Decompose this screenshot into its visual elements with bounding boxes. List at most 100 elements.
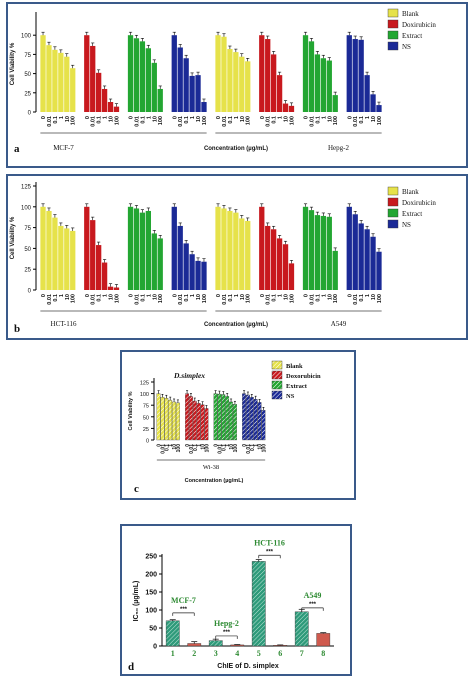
bar-mcf-7-blank-2	[52, 49, 58, 112]
x-tick-label: 1	[103, 116, 109, 119]
x-tick-label: 0.01	[91, 116, 97, 127]
x-tick-label: 0.1	[193, 444, 199, 451]
bar-a549-extract-3	[320, 215, 326, 290]
bar-a549-extract-0	[302, 206, 309, 290]
x-tick-label: 0.1	[97, 294, 103, 302]
legend-label-extract: Extract	[286, 383, 308, 390]
y-tick-label: 25	[143, 427, 149, 433]
x-tick-label: 10	[240, 116, 246, 122]
bar-mcf-7-extract-1	[133, 38, 140, 112]
bar-hct-116-doxorubicin-0	[84, 206, 90, 290]
x-tick-label: 0.1	[164, 444, 170, 451]
x-axis-label: Concentration (µg/mL)	[204, 146, 268, 152]
x-tick-label: 0.01	[47, 294, 53, 305]
bar-wi-38-ns-0	[242, 393, 246, 441]
x-tick-label: 10	[152, 294, 158, 300]
x-tick-label: 0.1	[272, 116, 278, 124]
x-tick-label: 1	[321, 294, 327, 297]
bar-hct-116-extract-2	[139, 212, 146, 290]
x-tick-label: 0.1	[228, 294, 234, 302]
bar-hepg-2-doxorubicin-1	[265, 39, 271, 112]
bar-hct-116-ns-4	[195, 260, 201, 290]
bar-mcf-7-doxorubicin-2	[96, 72, 102, 112]
bar-hct-116-blank-4	[64, 228, 70, 290]
x-tick-label: 0.01	[178, 116, 184, 127]
x-tick-label: 0.01	[91, 294, 97, 305]
bar-wi-38-extract-0	[213, 393, 218, 441]
cell-line-label-0: Wi-38	[203, 464, 219, 471]
legend-label-ns: NS	[402, 43, 411, 51]
y-tick-label: 50	[149, 626, 157, 633]
x-tick-label: 0	[41, 116, 47, 119]
cell-line-label-0: MCF-7	[53, 144, 74, 152]
x-tick-label: 3	[214, 649, 218, 658]
ic50-bar-1	[165, 620, 180, 647]
y-tick-label: 125	[140, 381, 149, 387]
x-tick-label: 0.1	[221, 444, 227, 451]
x-tick-label: 1	[278, 294, 284, 297]
x-tick-label: 100	[333, 116, 339, 125]
legend-label-ns: NS	[402, 221, 411, 229]
ic50-bar-4	[230, 644, 245, 647]
bar-a549-blank-4	[239, 218, 245, 290]
bar-hct-116-blank-5	[70, 230, 76, 290]
legend-swatch-blank	[387, 186, 399, 196]
x-tick-label: 0	[216, 294, 222, 297]
y-tick-label: 100	[145, 608, 157, 615]
bar-hepg-2-blank-0	[215, 35, 221, 113]
x-tick-label: 100	[246, 116, 252, 125]
bar-mcf-7-blank-0	[40, 35, 46, 113]
x-tick-label: 0.1	[272, 294, 278, 302]
x-tick-label: 100	[158, 294, 164, 303]
x-tick-label: 1	[146, 116, 152, 119]
x-tick-label: 0.1	[359, 294, 365, 302]
y-axis-label: Cell Viability %	[10, 42, 16, 85]
x-tick-label: 10	[65, 294, 71, 300]
bar-mcf-7-extract-5	[157, 88, 163, 112]
cell-line-label-1: Hepg-2	[328, 144, 349, 152]
bar-hepg-2-ns-3	[364, 75, 370, 112]
x-tick-label: 100	[176, 444, 182, 453]
x-tick-label: 0	[157, 444, 163, 447]
x-tick-label: 100	[114, 116, 120, 125]
bar-wi-38-doxorubicin-0	[185, 393, 189, 441]
x-tick-label: 1	[254, 444, 260, 447]
significance-stars: ***	[223, 630, 231, 636]
legend-label-blank: Blank	[402, 10, 419, 18]
bar-hct-116-ns-1	[177, 225, 183, 290]
bar-hct-116-doxorubicin-4	[107, 286, 114, 290]
bar-hepg-2-ns-2	[358, 39, 364, 112]
x-tick-label: 10	[371, 116, 377, 122]
x-tick-label: 1	[190, 294, 196, 297]
bar-wi-38-blank-0	[156, 393, 161, 441]
x-tick-label: 10	[196, 116, 202, 122]
legend-swatch-extract	[387, 30, 399, 40]
y-tick-label: 75	[24, 53, 31, 59]
bar-a549-blank-5	[245, 220, 251, 290]
bar-hct-116-blank-2	[52, 217, 58, 290]
bar-a549-ns-4	[370, 236, 376, 290]
bar-mcf-7-extract-4	[151, 62, 157, 112]
x-tick-label: 0	[85, 116, 91, 119]
x-tick-label: 0	[260, 116, 266, 119]
x-tick-label: 0.1	[97, 116, 103, 124]
x-tick-label: 0.1	[315, 294, 321, 302]
x-tick-label: 0.01	[160, 444, 166, 454]
bar-wi-38-ns-5	[261, 410, 266, 441]
x-tick-label: 1	[225, 444, 231, 447]
x-tick-label: 10	[258, 444, 264, 450]
bar-mcf-7-extract-2	[139, 41, 146, 112]
bar-wi-38-blank-1	[160, 397, 165, 441]
x-tick-label: 10	[327, 116, 333, 122]
annotation-label-3: A549	[304, 591, 322, 600]
y-tick-label: 100	[21, 34, 32, 40]
bar-hepg-2-ns-1	[352, 39, 358, 112]
x-tick-label: 0	[172, 116, 178, 119]
bar-hct-116-ns-2	[183, 243, 189, 290]
bar-hepg-2-blank-3	[233, 52, 239, 112]
legend-swatch-blank	[387, 8, 399, 18]
significance-stars: ***	[266, 549, 274, 555]
legend-swatch-doxorubicin	[387, 19, 399, 29]
bar-a549-doxorubicin-0	[259, 206, 265, 290]
